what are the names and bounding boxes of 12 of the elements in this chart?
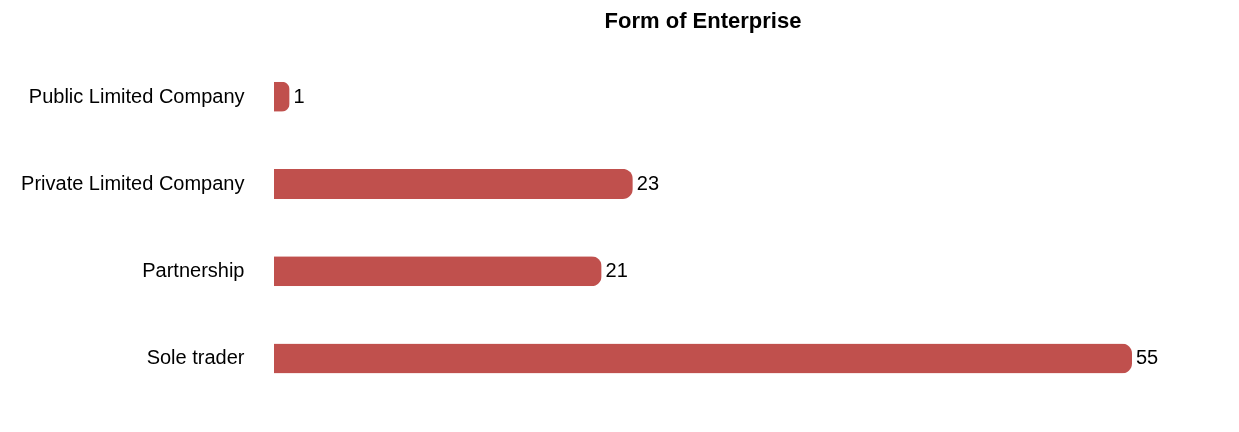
y-tick-label: Partnership [142,259,245,282]
bar [274,343,1132,374]
bar [274,168,633,199]
bar [274,256,602,287]
data-label: 55 [1136,346,1159,369]
data-label: 1 [293,84,305,107]
data-label: 21 [605,259,628,282]
y-tick-label: Sole trader [146,346,245,369]
chart-title: Form of Enterprise [604,8,802,33]
y-tick-label: Private Limited Company [21,171,245,194]
y-tick-label: Public Limited Company [28,84,245,107]
data-label: 23 [636,171,660,194]
